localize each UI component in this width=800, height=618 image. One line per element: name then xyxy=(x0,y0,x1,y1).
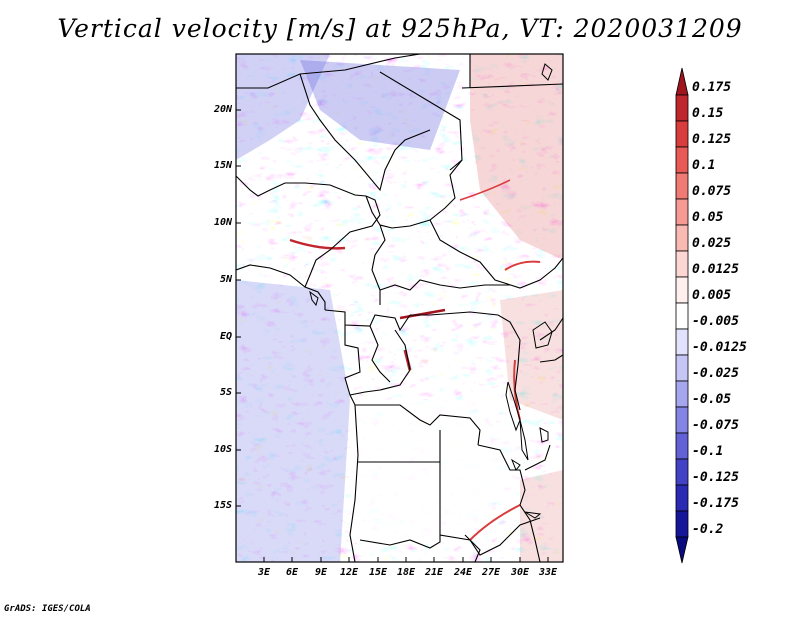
colorbar-label: 0.1 xyxy=(692,158,716,173)
lat-label-20n: 20N xyxy=(213,104,232,115)
colorbar-segment xyxy=(675,120,689,148)
lon-label-6e: 6E xyxy=(285,567,299,578)
colorbar-label: -0.175 xyxy=(692,496,739,511)
colorbar-segment xyxy=(675,458,689,486)
colorbar-label: 0.15 xyxy=(692,106,724,121)
velocity-field xyxy=(236,54,563,562)
colorbar-label: -0.025 xyxy=(692,366,739,381)
lat-label-10n: 10N xyxy=(213,217,232,228)
colorbar-label: -0.2 xyxy=(692,522,724,537)
colorbar-segment xyxy=(675,380,689,408)
colorbar-segment xyxy=(675,250,689,278)
colorbar-segment xyxy=(675,94,689,122)
colorbar-segment xyxy=(675,224,689,252)
colorbar-label: 0.125 xyxy=(692,132,732,147)
country-borders xyxy=(236,54,563,562)
lon-label-27e: 27E xyxy=(481,567,501,578)
colorbar-label: -0.05 xyxy=(692,392,732,407)
colorbar-label: 0.05 xyxy=(692,210,724,225)
colorbar-label: 0.005 xyxy=(692,288,732,303)
colorbar-label: 0.075 xyxy=(692,184,732,199)
colorbar-segment xyxy=(675,198,689,226)
colorbar-label: 0.175 xyxy=(692,80,732,95)
lon-label-24e: 24E xyxy=(453,567,473,578)
colorbar-segment xyxy=(675,354,689,382)
lat-label-5s: 5S xyxy=(219,387,232,398)
colorbar-segment xyxy=(675,484,689,512)
colorbar-segment xyxy=(675,406,689,434)
lon-label-12e: 12E xyxy=(339,567,359,578)
lon-label-30e: 30E xyxy=(510,567,530,578)
colorbar-segment xyxy=(675,276,689,304)
lon-label-15e: 15E xyxy=(368,567,388,578)
colorbar-bottom-arrow xyxy=(675,536,689,564)
lon-label-3e: 3E xyxy=(257,567,271,578)
colorbar-label: 0.025 xyxy=(692,236,732,251)
colorbar-segment xyxy=(675,146,689,174)
colorbar-label: -0.1 xyxy=(692,444,724,459)
map-frame xyxy=(235,53,564,563)
colorbar-segment xyxy=(675,172,689,200)
lat-label-10s: 10S xyxy=(213,444,232,455)
colorbar-segment xyxy=(675,302,689,330)
grads-credit: GrADS: IGES/COLA xyxy=(4,604,91,614)
lakes xyxy=(309,63,553,519)
lat-label-5n: 5N xyxy=(219,274,232,285)
colorbar-segment xyxy=(675,510,689,538)
colorbar-segment xyxy=(675,328,689,356)
lon-label-21e: 21E xyxy=(424,567,444,578)
colorbar-label: -0.075 xyxy=(692,418,739,433)
colorbar xyxy=(675,67,689,564)
lon-label-9e: 9E xyxy=(314,567,328,578)
lat-label-15s: 15S xyxy=(213,500,232,511)
axis-ticks xyxy=(236,109,549,562)
colorbar-label: 0.0125 xyxy=(692,262,739,277)
colorbar-label: -0.0125 xyxy=(692,340,747,355)
lat-label-eq: EQ xyxy=(219,331,232,342)
colorbar-label: -0.125 xyxy=(692,470,739,485)
colorbar-label: -0.005 xyxy=(692,314,739,329)
lat-label-15n: 15N xyxy=(213,160,232,171)
lon-label-18e: 18E xyxy=(396,567,416,578)
lon-label-33e: 33E xyxy=(538,567,558,578)
map-title: Vertical velocity [m/s] at 925hPa, VT: 2… xyxy=(57,14,743,43)
colorbar-segment xyxy=(675,432,689,460)
colorbar-top-arrow xyxy=(675,67,689,96)
